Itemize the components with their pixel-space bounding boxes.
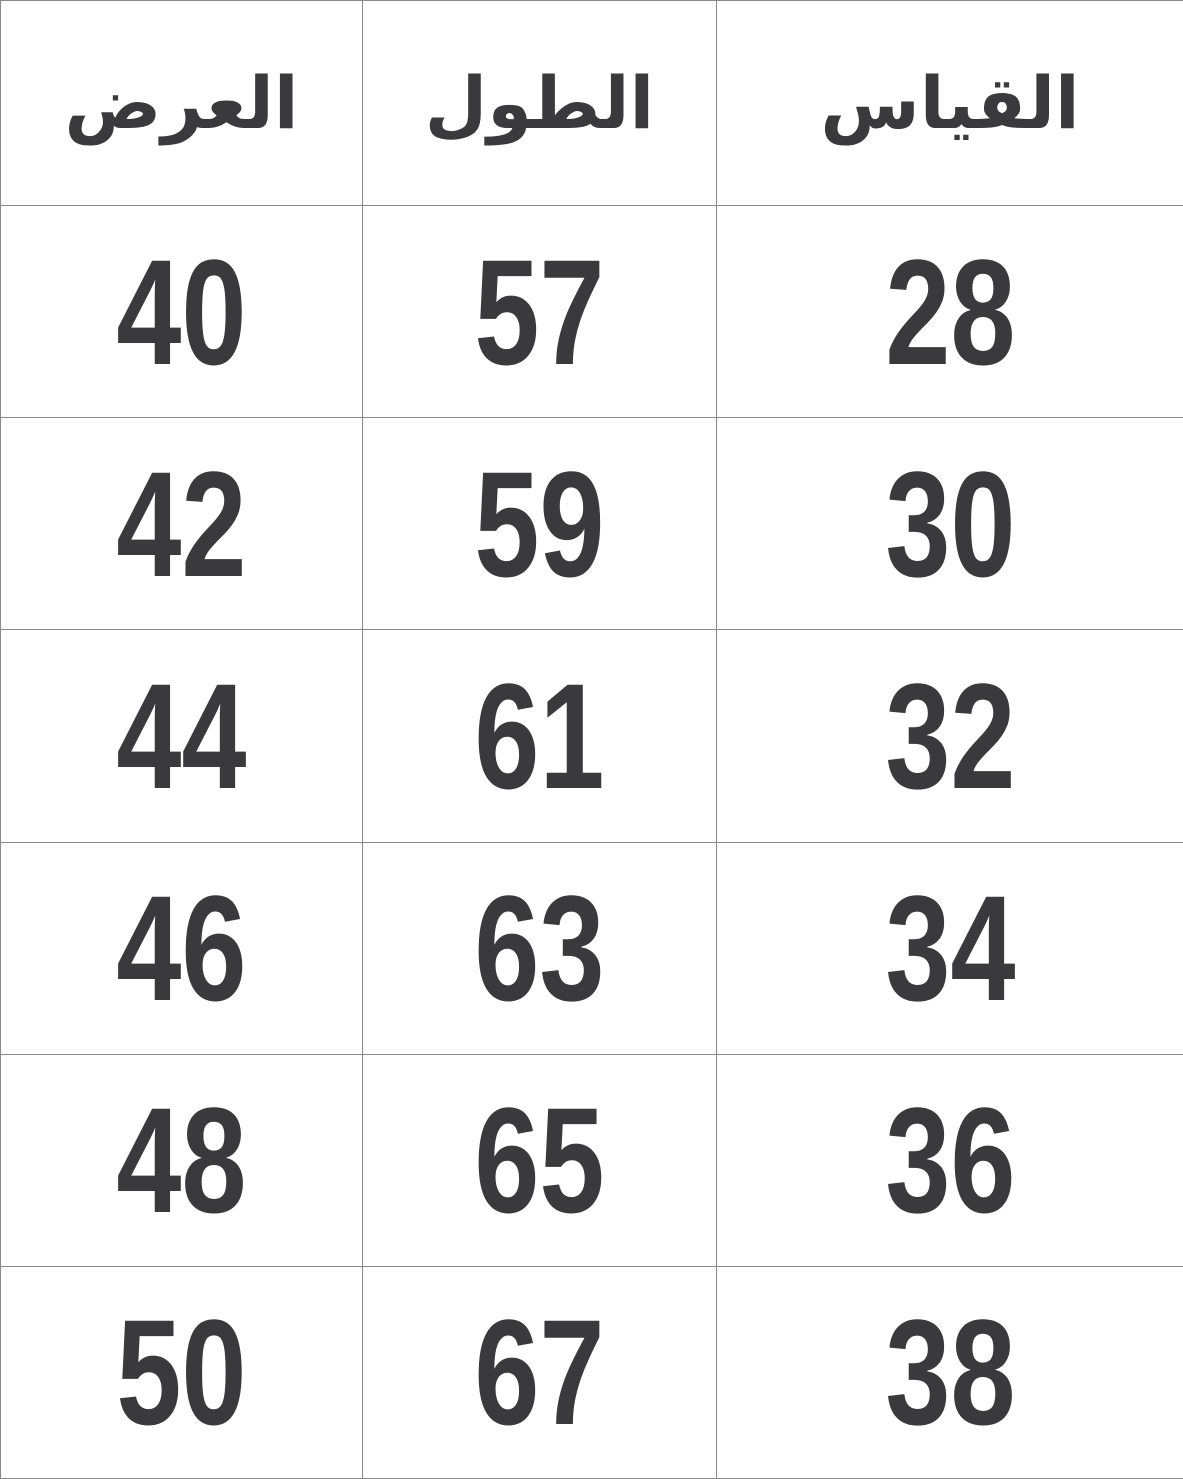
length-cell: 59 [362,417,717,631]
length-cell: 67 [362,1265,717,1479]
width-cell: 44 [0,629,363,843]
length-cell: 61 [362,629,717,843]
cell-value: 65 [474,1076,605,1245]
size-cell: 30 [716,417,1183,631]
cell-value: 30 [884,439,1016,608]
cell-value: 61 [474,651,605,820]
table-row: 50 67 38 [0,1265,1183,1479]
cell-value: 59 [474,439,605,608]
cell-value: 36 [884,1076,1016,1245]
size-cell: 36 [716,1053,1183,1267]
cell-value: 38 [884,1288,1016,1457]
header-length: الطول [362,0,717,207]
table-row: 42 59 30 [0,417,1183,631]
length-cell: 65 [362,1053,717,1267]
header-row: العرض الطول القياس [0,0,1183,207]
cell-value: 44 [116,651,247,820]
width-cell: 40 [0,205,363,419]
width-cell: 42 [0,417,363,631]
cell-value: 40 [116,227,247,396]
header-width: العرض [0,0,363,207]
size-cell: 28 [716,205,1183,419]
cell-value: 32 [884,651,1016,820]
header-label: القياس [820,61,1080,146]
length-cell: 63 [362,841,717,1055]
cell-value: 48 [116,1076,247,1245]
cell-value: 63 [474,864,605,1033]
table-row: 46 63 34 [0,841,1183,1055]
size-cell: 32 [716,629,1183,843]
width-cell: 46 [0,841,363,1055]
table-row: 44 61 32 [0,629,1183,843]
width-cell: 48 [0,1053,363,1267]
header-size: القياس [716,0,1183,207]
table-row: 48 65 36 [0,1053,1183,1267]
width-cell: 50 [0,1265,363,1479]
cell-value: 42 [116,439,247,608]
cell-value: 67 [474,1288,605,1457]
header-label: العرض [64,61,299,146]
size-cell: 34 [716,841,1183,1055]
table-row: 40 57 28 [0,205,1183,419]
size-cell: 38 [716,1265,1183,1479]
cell-value: 46 [116,864,247,1033]
length-cell: 57 [362,205,717,419]
header-label: الطول [424,61,655,146]
cell-value: 28 [884,227,1016,396]
cell-value: 34 [884,864,1016,1033]
cell-value: 50 [116,1288,247,1457]
cell-value: 57 [474,227,605,396]
